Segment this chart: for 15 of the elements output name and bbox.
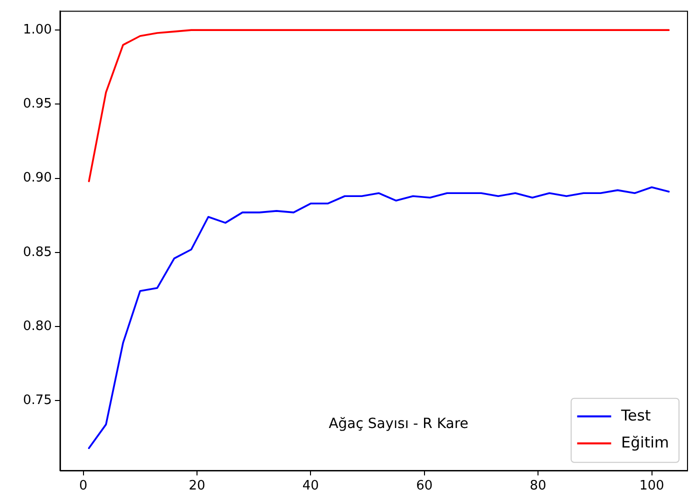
y-tick-label: 0.75 bbox=[22, 393, 52, 408]
y-tick-label: 1.00 bbox=[22, 22, 52, 38]
legend-label: Test bbox=[620, 406, 651, 424]
x-tick-label: 0 bbox=[79, 478, 88, 494]
x-tick-label: 100 bbox=[639, 478, 664, 494]
annotation: Ağaç Sayısı - R Kare bbox=[328, 416, 468, 432]
x-tick-label: 40 bbox=[302, 478, 319, 494]
x-tick-label: 80 bbox=[530, 478, 546, 494]
x-tick-label: 20 bbox=[188, 478, 206, 494]
x-tick-label: 60 bbox=[416, 478, 433, 494]
y-tick-label: 0.95 bbox=[22, 96, 52, 112]
y-tick-label: 0.85 bbox=[22, 244, 52, 260]
y-tick-label: 0.80 bbox=[22, 318, 52, 334]
legend-label: Eğitim bbox=[621, 433, 669, 452]
y-tick-label: 0.90 bbox=[22, 170, 52, 186]
